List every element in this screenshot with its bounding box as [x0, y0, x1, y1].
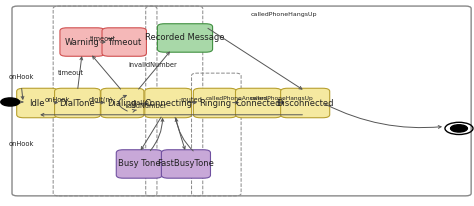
- FancyBboxPatch shape: [116, 150, 162, 178]
- FancyBboxPatch shape: [281, 88, 330, 118]
- Text: Connected: Connected: [236, 98, 281, 108]
- Circle shape: [451, 125, 467, 132]
- FancyBboxPatch shape: [17, 88, 58, 118]
- Text: calledPhoneHangsUp: calledPhoneHangsUp: [250, 96, 314, 101]
- Text: digit(n): digit(n): [89, 97, 113, 103]
- Text: Timeout: Timeout: [107, 37, 141, 47]
- Text: Connecting: Connecting: [144, 98, 192, 108]
- Text: onHook: onHook: [9, 141, 34, 147]
- FancyBboxPatch shape: [102, 28, 146, 56]
- Text: routed: routed: [181, 97, 202, 103]
- FancyBboxPatch shape: [157, 24, 212, 52]
- Text: DialTone: DialTone: [60, 98, 95, 108]
- Text: Busy Tone: Busy Tone: [118, 159, 161, 169]
- Text: onHook: onHook: [45, 97, 70, 103]
- Circle shape: [1, 98, 19, 106]
- Text: timeout: timeout: [90, 36, 116, 42]
- Text: calledPhoneHangsUp: calledPhoneHangsUp: [251, 12, 318, 17]
- Text: FastBusyTone: FastBusyTone: [157, 159, 214, 169]
- Text: Ringing: Ringing: [199, 98, 231, 108]
- Text: Warning: Warning: [65, 37, 100, 47]
- Text: dial(n): dial(n): [131, 100, 152, 106]
- FancyBboxPatch shape: [60, 28, 104, 56]
- Text: onHook: onHook: [9, 74, 34, 80]
- Text: validNumber: validNumber: [125, 103, 167, 109]
- FancyBboxPatch shape: [236, 88, 281, 118]
- Text: timeout: timeout: [58, 69, 84, 76]
- Text: Disconnected: Disconnected: [276, 98, 334, 108]
- FancyBboxPatch shape: [145, 88, 191, 118]
- FancyBboxPatch shape: [55, 88, 100, 118]
- Text: invalidNumber: invalidNumber: [128, 62, 177, 68]
- Text: Idle: Idle: [29, 98, 45, 108]
- Text: Dialing: Dialing: [108, 98, 137, 108]
- FancyBboxPatch shape: [193, 88, 237, 118]
- Text: calledPhoneAnswers: calledPhoneAnswers: [205, 96, 267, 101]
- Text: Recorded Message: Recorded Message: [145, 33, 225, 42]
- FancyBboxPatch shape: [101, 88, 144, 118]
- FancyBboxPatch shape: [161, 150, 210, 178]
